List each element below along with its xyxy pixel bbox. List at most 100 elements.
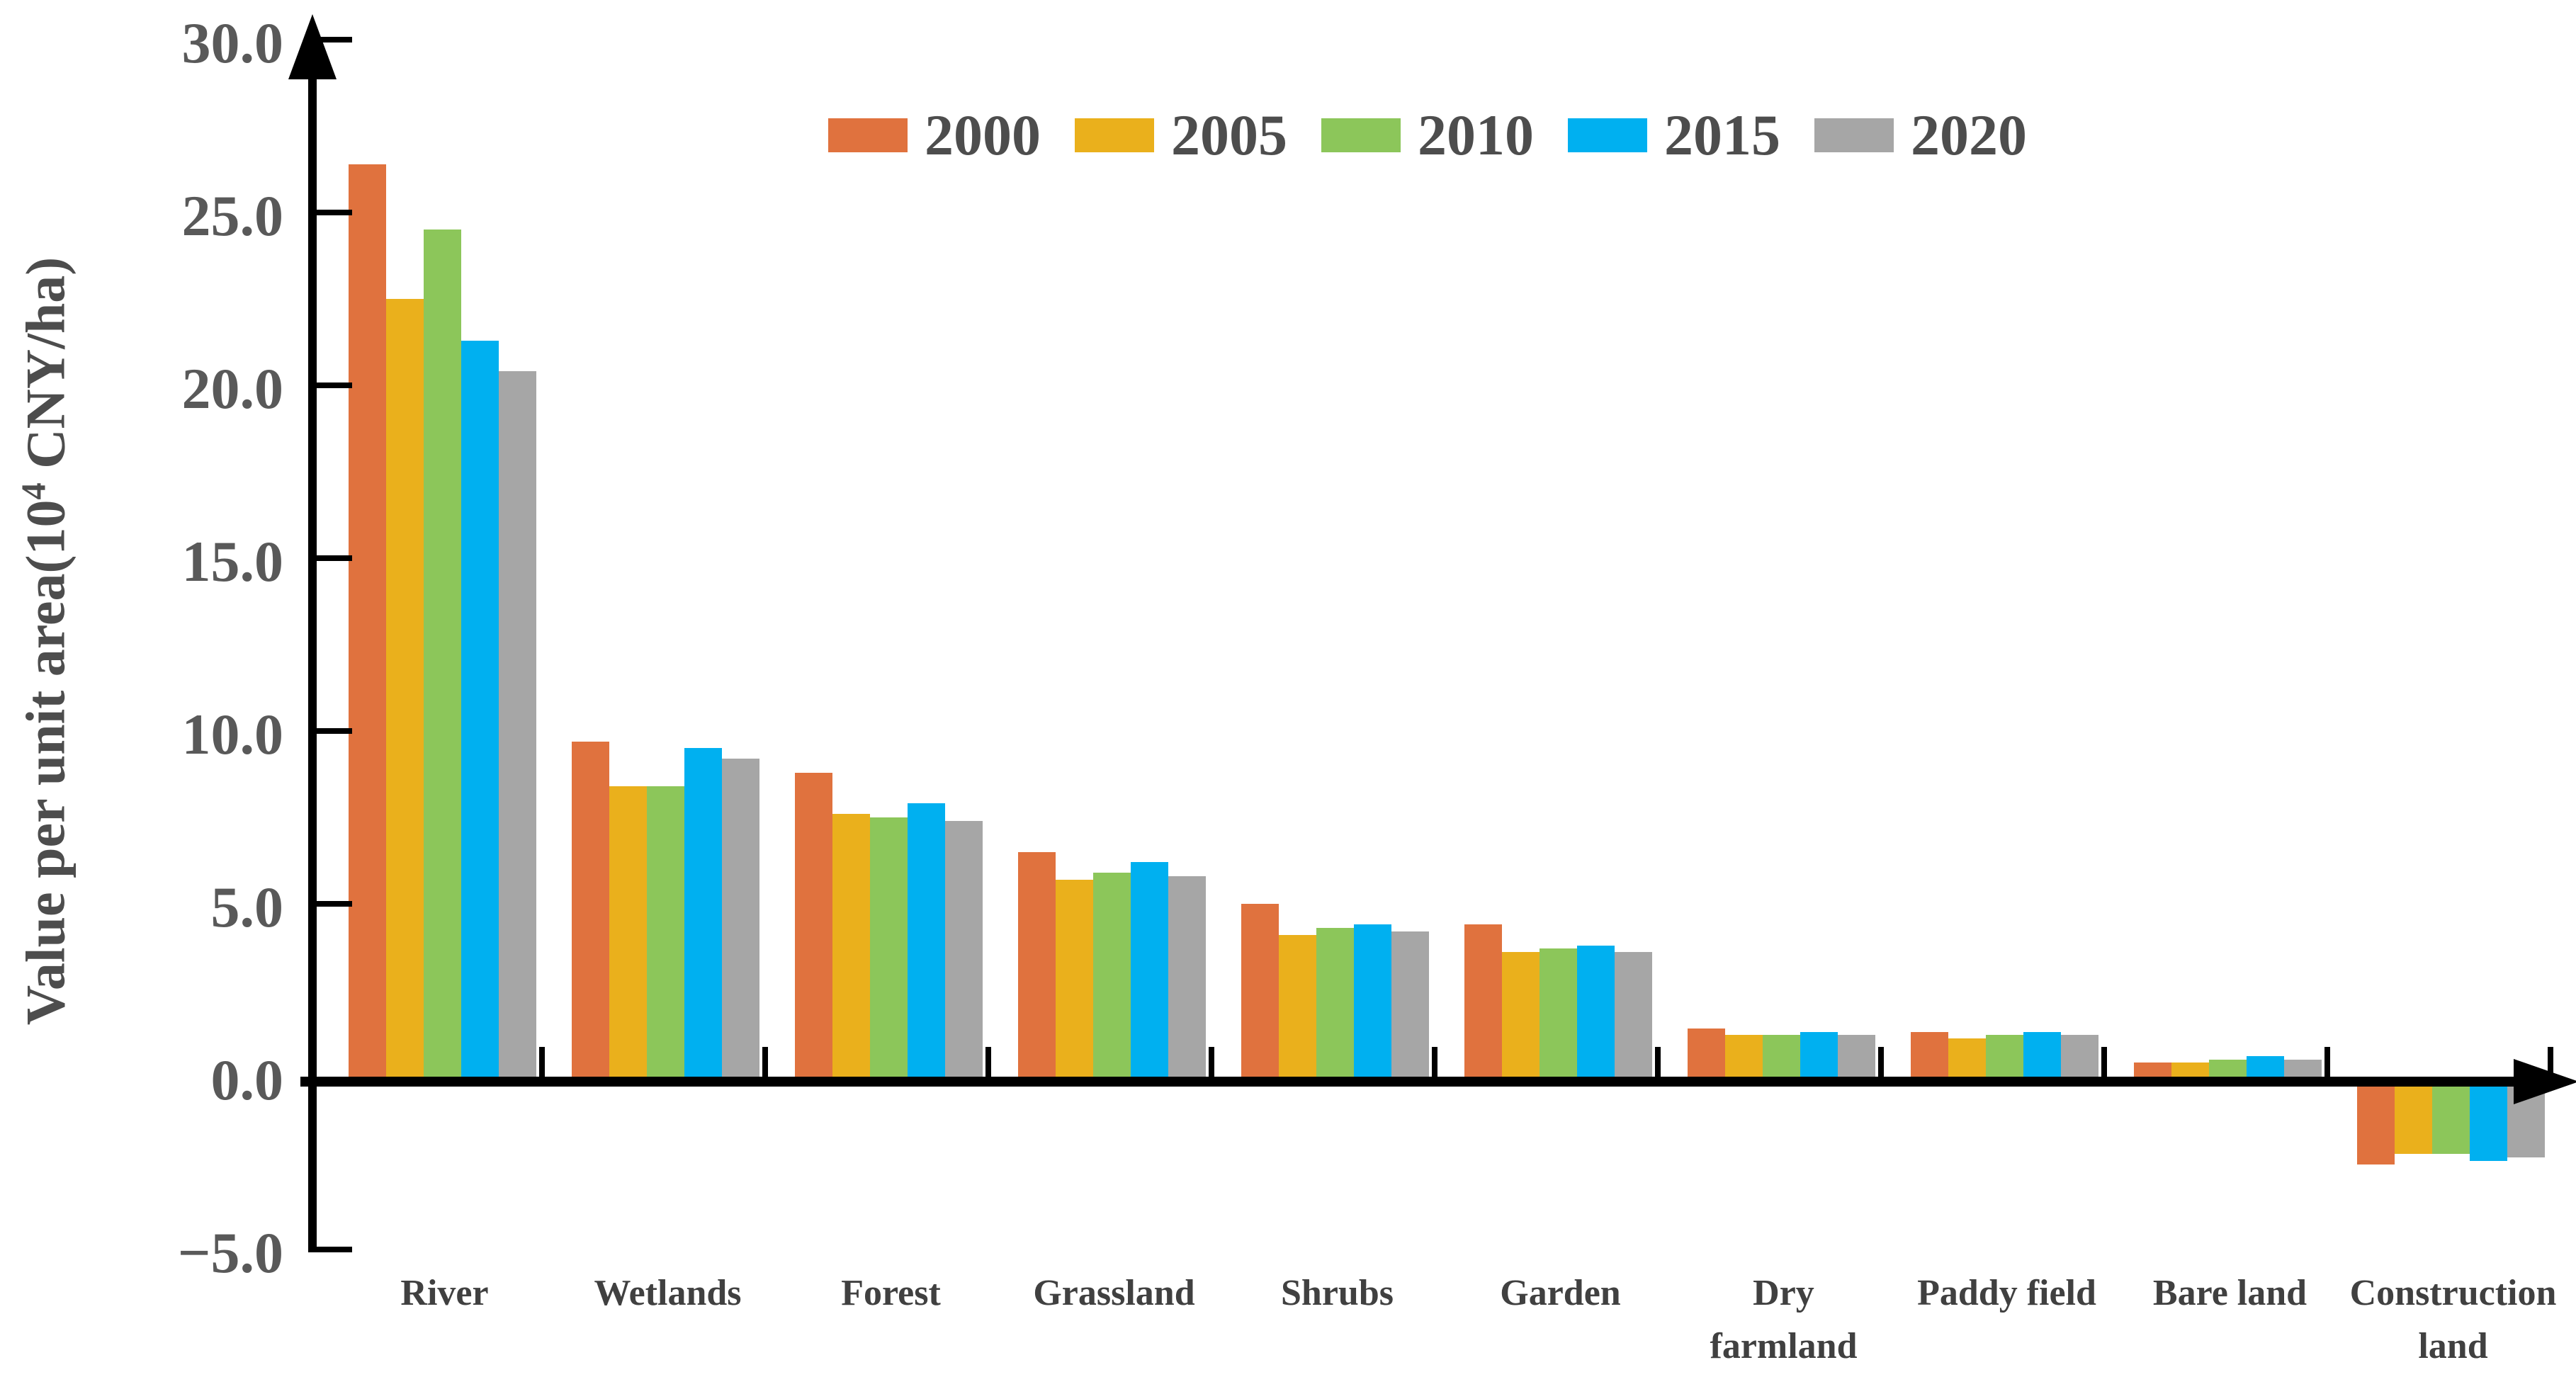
y-tick-label: 10.0 <box>181 702 284 766</box>
bar-2015-grassland <box>1131 862 1168 1077</box>
legend-swatch-2015 <box>1568 118 1647 152</box>
bar-2010-garden <box>1540 948 1577 1077</box>
category-label-paddy-field: Paddy field <box>1917 1273 2096 1313</box>
bar-2005-wetlands <box>609 786 647 1077</box>
category-label-bare-land: Bare land <box>2152 1273 2307 1313</box>
y-axis-title-text: Value per unit area(10 <box>14 499 77 1026</box>
bar-2020-paddy-field <box>2061 1035 2098 1077</box>
category-label-shrubs: Shrubs <box>1281 1273 1394 1313</box>
category-label-river: River <box>400 1273 489 1313</box>
bar-2000-construction-land <box>2357 1082 2395 1165</box>
bar-2020-garden <box>1615 952 1652 1077</box>
y-axis-tick <box>308 1247 352 1252</box>
bar-2015-river <box>461 340 499 1077</box>
bar-2000-dry-farmland <box>1688 1028 1725 1077</box>
x-axis-tick <box>985 1047 991 1077</box>
bar-2010-forest <box>870 817 908 1077</box>
legend-swatch-2020 <box>1814 118 1894 152</box>
bar-2000-bare-land <box>2134 1062 2171 1077</box>
legend-entry-2005: 2005 <box>1075 106 1287 164</box>
chart-legend: 2000 2005 2010 2015 2020 <box>308 106 2547 164</box>
category-label-dry-farmland: Dry farmland <box>1710 1273 1858 1367</box>
y-axis-tick <box>308 555 352 561</box>
legend-swatch-2010 <box>1321 118 1401 152</box>
y-tick-label: 30.0 <box>181 11 284 75</box>
bar-2020-river <box>499 371 536 1077</box>
legend-label-2000: 2000 <box>925 103 1041 167</box>
x-axis-tick <box>1878 1047 1884 1077</box>
legend-swatch-2005 <box>1075 118 1154 152</box>
bar-2005-forest <box>832 814 870 1077</box>
bar-2020-bare-land <box>2284 1059 2322 1077</box>
bar-2000-wetlands <box>572 741 609 1077</box>
bar-2000-river <box>349 164 386 1077</box>
y-axis-tick <box>308 382 352 388</box>
legend-entry-2010: 2010 <box>1321 106 1534 164</box>
bar-2020-dry-farmland <box>1838 1035 1875 1077</box>
legend-label-2010: 2010 <box>1418 103 1534 167</box>
bar-2005-bare-land <box>2171 1062 2209 1077</box>
y-tick-label: 15.0 <box>181 529 284 594</box>
category-label-grassland: Grassland <box>1033 1273 1195 1313</box>
x-axis-tick <box>1432 1047 1437 1077</box>
y-axis-tick <box>308 37 352 42</box>
bar-2010-paddy-field <box>1986 1035 2023 1077</box>
y-tick-label: 25.0 <box>181 183 284 248</box>
y-axis-title: Value per unit area(104 CNY/ha) <box>14 256 77 1026</box>
y-axis-tick <box>308 901 352 907</box>
x-axis-tick <box>2324 1047 2330 1077</box>
bar-2010-wetlands <box>647 786 684 1077</box>
bar-2015-paddy-field <box>2023 1031 2061 1077</box>
bar-2020-wetlands <box>722 759 759 1077</box>
x-axis-tick <box>539 1047 545 1077</box>
category-label-garden: Garden <box>1500 1273 1621 1313</box>
y-axis-title-unit: CNY/ha) <box>14 256 77 483</box>
legend-label-2020: 2020 <box>1911 103 2027 167</box>
bar-2005-paddy-field <box>1948 1038 1986 1077</box>
bar-2010-shrubs <box>1316 928 1354 1077</box>
y-axis-tick <box>308 210 352 215</box>
y-tick-label: −5.0 <box>177 1220 283 1285</box>
bar-2010-river <box>424 230 461 1077</box>
bar-2005-dry-farmland <box>1725 1035 1763 1077</box>
bar-2015-bare-land <box>2247 1055 2284 1077</box>
bar-2000-garden <box>1464 924 1502 1077</box>
x-axis-arrow-icon <box>2514 1059 2576 1104</box>
bar-2000-grassland <box>1018 851 1056 1077</box>
legend-swatch-2000 <box>828 118 908 152</box>
x-axis-tick <box>2548 1047 2553 1077</box>
bar-2000-forest <box>795 772 832 1077</box>
bar-2020-shrubs <box>1391 931 1429 1077</box>
bar-2000-shrubs <box>1241 904 1279 1077</box>
y-axis <box>308 27 317 1251</box>
y-tick-label: 20.0 <box>181 356 284 421</box>
bar-2000-paddy-field <box>1911 1031 1948 1077</box>
y-axis-arrow-icon <box>288 14 337 79</box>
bar-2005-river <box>386 299 424 1077</box>
x-axis-tick <box>2101 1047 2107 1077</box>
bar-2010-dry-farmland <box>1763 1035 1800 1077</box>
bar-2010-grassland <box>1093 873 1131 1077</box>
bar-2005-garden <box>1502 952 1540 1077</box>
category-label-construction-land: Construction land <box>2349 1273 2557 1367</box>
bar-2020-grassland <box>1168 876 1206 1077</box>
legend-entry-2020: 2020 <box>1814 106 2027 164</box>
bar-2015-forest <box>908 803 945 1077</box>
bar-2005-grassland <box>1056 879 1093 1077</box>
legend-label-2015: 2015 <box>1664 103 1780 167</box>
x-axis <box>300 1077 2514 1087</box>
legend-label-2005: 2005 <box>1171 103 1287 167</box>
bar-2015-shrubs <box>1354 924 1391 1077</box>
bar-2005-shrubs <box>1279 934 1316 1077</box>
y-tick-label: 5.0 <box>210 875 284 939</box>
bar-2015-garden <box>1577 945 1615 1077</box>
bar-2010-construction-land <box>2432 1082 2470 1155</box>
bar-2005-construction-land <box>2395 1082 2432 1155</box>
x-axis-tick <box>1655 1047 1661 1077</box>
x-axis-tick <box>762 1047 768 1077</box>
bar-2010-bare-land <box>2209 1059 2247 1077</box>
bar-2015-construction-land <box>2470 1082 2507 1162</box>
bar-2015-dry-farmland <box>1800 1031 1838 1077</box>
category-label-forest: Forest <box>841 1273 941 1313</box>
